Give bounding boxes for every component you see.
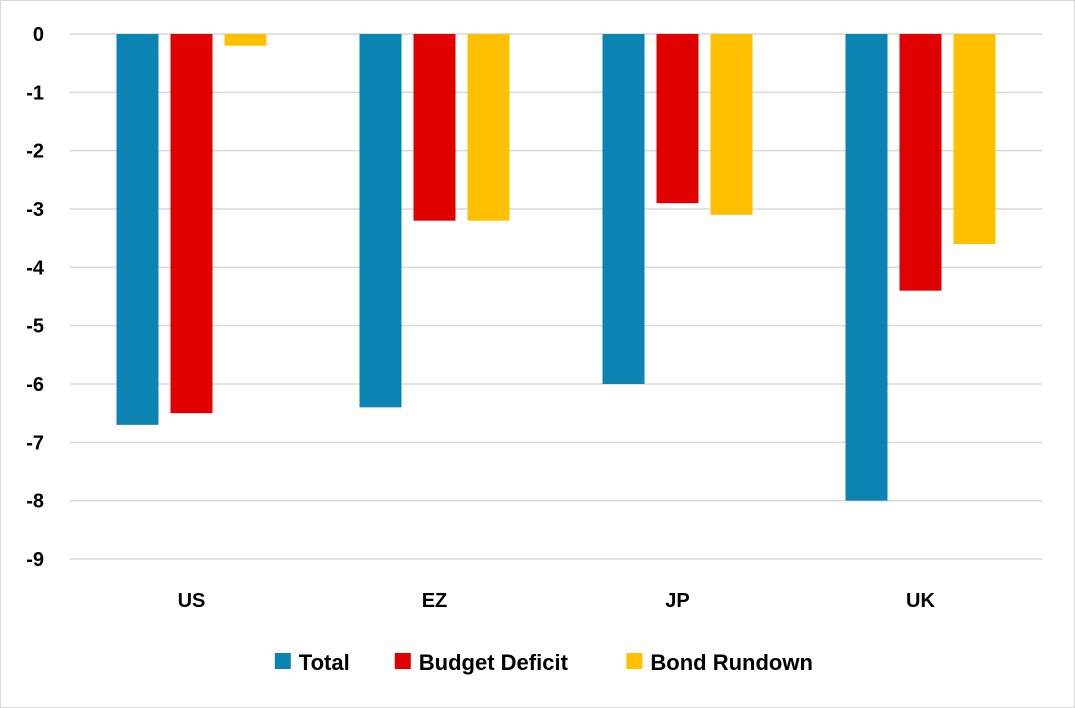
x-category-label: US (178, 590, 206, 612)
y-tick-label: -4 (26, 257, 45, 279)
x-axis-categories: US EZ JP UK (178, 590, 936, 612)
x-category-label: JP (665, 590, 689, 612)
bar-ez-bond-rundown (467, 34, 510, 221)
y-tick-label: -2 (26, 141, 44, 163)
bar-us-total (116, 34, 159, 425)
y-tick-label: -3 (26, 199, 44, 221)
y-tick-label: -6 (26, 374, 44, 396)
bar-jp-total (602, 34, 645, 384)
bar-us-bond-rundown (224, 34, 267, 46)
bar-ez-budget-deficit (413, 34, 456, 221)
y-tick-label: -5 (26, 316, 44, 338)
gridlines (70, 33, 1042, 560)
y-tick-label: -7 (26, 432, 44, 454)
legend-swatch (394, 653, 411, 669)
legend-label: Bond Rundown (650, 650, 813, 675)
y-tick-label: -8 (26, 491, 44, 513)
bar-ez-total (359, 34, 402, 408)
legend-label: Total (299, 650, 350, 675)
y-tick-label: -9 (26, 549, 44, 571)
y-tick-label: -1 (26, 82, 44, 104)
legend-label: Budget Deficit (419, 650, 569, 675)
x-category-label: UK (906, 590, 935, 612)
bar-uk-budget-deficit (899, 34, 942, 291)
bars (116, 34, 996, 501)
x-category-label: EZ (422, 590, 448, 612)
bar-jp-bond-rundown (710, 34, 753, 215)
legend-swatch (626, 653, 643, 669)
legend-swatch (274, 653, 291, 669)
legend: Total Budget Deficit Bond Rundown (274, 650, 813, 675)
bar-jp-budget-deficit (656, 34, 699, 204)
y-axis-ticks: 0 -1 -2 -3 -4 -5 -6 -7 -8 -9 (26, 24, 45, 571)
bar-uk-bond-rundown (953, 34, 996, 244)
y-tick-label: 0 (33, 24, 44, 46)
bar-us-budget-deficit (170, 34, 213, 414)
bar-uk-total (845, 34, 888, 501)
